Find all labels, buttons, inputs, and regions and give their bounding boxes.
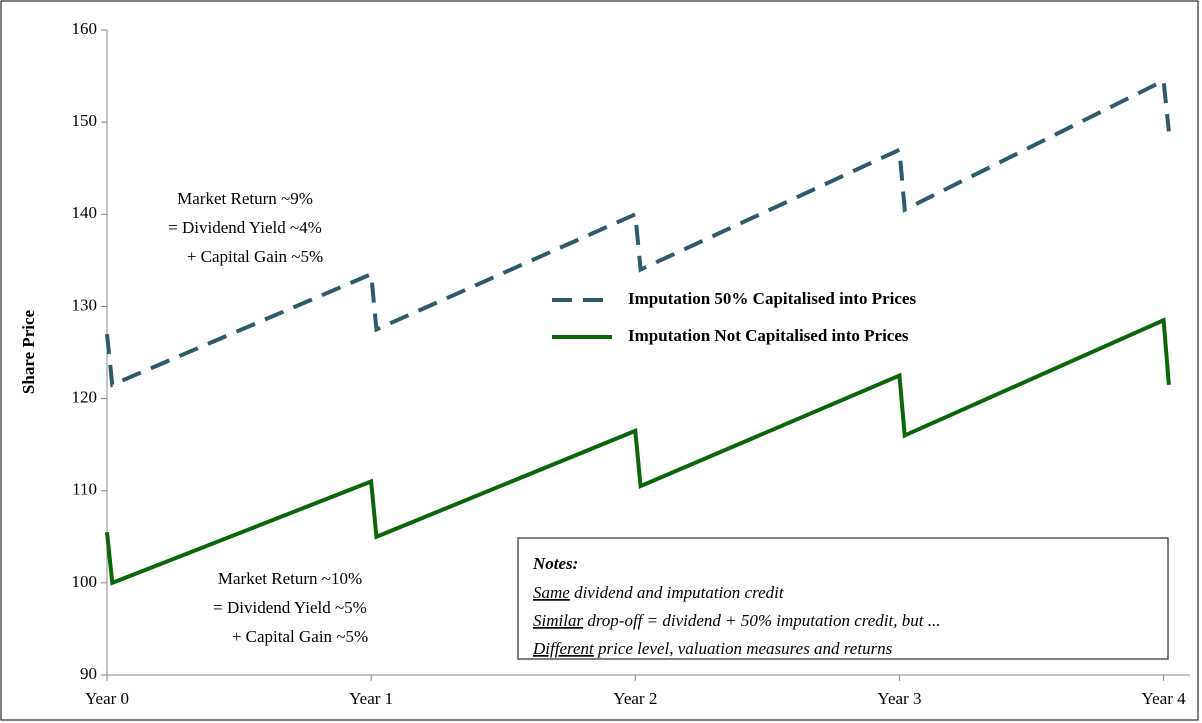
y-tick-label: 90 <box>80 664 97 683</box>
legend-label: Imputation Not Capitalised into Prices <box>628 326 909 345</box>
note-text: price level, valuation measures and retu… <box>594 639 893 658</box>
note-line: Same dividend and imputation credit <box>533 583 785 602</box>
annotation: = Dividend Yield ~5% <box>213 598 367 617</box>
y-tick-label: 160 <box>72 19 98 38</box>
annotation: = Dividend Yield ~4% <box>168 218 322 237</box>
note-underlined: Different <box>532 639 595 658</box>
y-tick-label: 110 <box>72 480 97 499</box>
annotation: Market Return ~10% <box>218 569 362 588</box>
annotation: + Capital Gain ~5% <box>232 627 368 646</box>
x-tick-label: Year 4 <box>1142 689 1187 708</box>
y-tick-label: 100 <box>72 572 98 591</box>
notes-title: Notes: <box>532 554 578 573</box>
series-line <box>105 77 1171 388</box>
x-tick-label: Year 2 <box>613 689 657 708</box>
y-tick-label: 120 <box>72 387 98 406</box>
note-text: drop-off = dividend + 50% imputation cre… <box>583 611 940 630</box>
y-axis-label: Share Price <box>19 309 38 394</box>
note-line: Different price level, valuation measure… <box>532 639 893 658</box>
x-tick-label: Year 0 <box>85 689 129 708</box>
y-tick-label: 140 <box>72 203 98 222</box>
note-text: dividend and imputation credit <box>570 583 785 602</box>
annotation: + Capital Gain ~5% <box>187 247 323 266</box>
annotation: Market Return ~9% <box>177 189 313 208</box>
y-tick-label: 130 <box>72 295 98 314</box>
series-line <box>105 317 1171 586</box>
note-underlined: Same <box>533 583 570 602</box>
y-tick-label: 150 <box>72 111 98 130</box>
x-tick-label: Year 1 <box>349 689 393 708</box>
x-tick-label: Year 3 <box>877 689 921 708</box>
note-line: Similar drop-off = dividend + 50% imputa… <box>533 611 940 630</box>
notes-box <box>517 537 1169 660</box>
legend-label: Imputation 50% Capitalised into Prices <box>628 289 916 308</box>
note-underlined: Similar <box>533 611 583 630</box>
